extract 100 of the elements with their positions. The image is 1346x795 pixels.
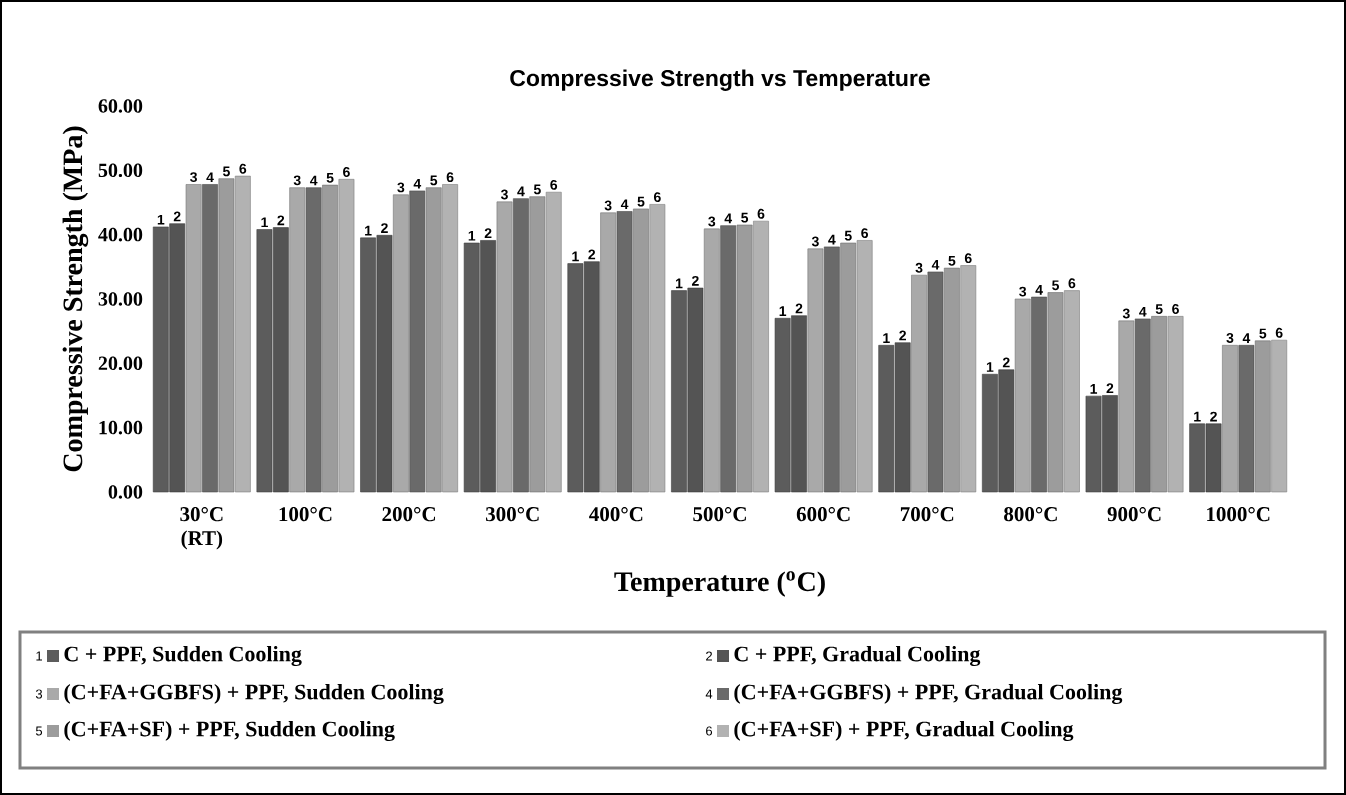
- annotation: 6: [343, 167, 350, 177]
- x-tick-label: 700°C: [900, 507, 954, 522]
- annotation: 3: [1122, 308, 1130, 319]
- annotation: 6: [239, 163, 247, 174]
- annotation: 6: [757, 208, 765, 219]
- x-tick-label: 100°C: [279, 507, 332, 522]
- annotation: 4: [309, 175, 318, 186]
- annotation: 5: [1259, 328, 1267, 339]
- annotation: 3: [500, 189, 508, 200]
- annotation: 4: [931, 259, 940, 270]
- y-tick-label: 0.00: [108, 485, 143, 499]
- annotation: 2: [277, 215, 285, 226]
- annotation: 4: [413, 178, 422, 189]
- annotation: 3: [1226, 332, 1234, 343]
- annotation: 2: [691, 275, 699, 286]
- annotation: 1: [365, 225, 372, 236]
- annotation: 2: [173, 211, 181, 222]
- annotation: 1: [779, 306, 787, 316]
- bar: [856, 240, 873, 493]
- legend-label: (C+FA+GGBFS) + PPF, Gradual Cooling: [734, 683, 1123, 705]
- annotation: 2: [588, 249, 596, 260]
- text: 6: [706, 726, 713, 736]
- annotation: 3: [1019, 286, 1027, 297]
- annotation: 5: [326, 172, 334, 183]
- annotation: 3: [397, 182, 405, 193]
- annotation: 1: [572, 251, 579, 262]
- annotation: 3: [915, 262, 923, 273]
- text: 1: [36, 651, 42, 661]
- bar: [1271, 339, 1288, 493]
- annotation: 6: [653, 192, 661, 203]
- annotation: 1: [468, 230, 476, 241]
- annotation: 5: [1155, 304, 1163, 314]
- annotation: 1: [157, 214, 165, 225]
- annotation: 4: [206, 172, 214, 183]
- x-tick-label: 600°C: [796, 507, 850, 522]
- y-tick-label: 40.00: [98, 227, 143, 242]
- x-tick-label: 1000°C: [1207, 507, 1270, 522]
- bar: [753, 220, 769, 493]
- y-tick-label: 10.00: [99, 420, 143, 435]
- text: 5: [35, 726, 43, 736]
- annotation: 2: [1002, 357, 1010, 368]
- x-tick-label: 300°C: [485, 507, 539, 522]
- annotation: 1: [986, 362, 994, 372]
- legend-label: (C+FA+SF) + PPF, Gradual Cooling: [734, 720, 1074, 742]
- annotation: 3: [811, 236, 819, 247]
- annotation: 5: [637, 196, 645, 207]
- bar: [442, 184, 458, 493]
- annotation: 1: [675, 278, 683, 289]
- annotation: 3: [708, 216, 716, 227]
- annotation: 6: [861, 228, 869, 239]
- annotation: 1: [261, 217, 268, 228]
- annotation: 4: [724, 213, 733, 224]
- annotation: 6: [550, 179, 558, 190]
- annotation: 6: [446, 172, 454, 183]
- bar: [338, 179, 355, 493]
- y-tick-label: 20.00: [98, 356, 143, 371]
- annotation: 1: [883, 333, 890, 343]
- annotation: 4: [517, 186, 525, 197]
- text: 2: [706, 651, 712, 661]
- annotation: 6: [1068, 278, 1076, 289]
- text: 4: [705, 689, 713, 699]
- annotation: 3: [190, 172, 197, 183]
- x-axis-title: Temperature ($^{o}$C): [614, 571, 825, 597]
- annotation: 2: [795, 303, 803, 314]
- x-tick-label: 200°C: [382, 507, 436, 522]
- bar: [1167, 316, 1184, 493]
- annotation: 2: [1210, 411, 1217, 422]
- bar: [960, 265, 977, 493]
- annotation: 3: [293, 175, 301, 186]
- annotation: 6: [964, 253, 972, 264]
- legend-label: C + PPF, Sudden Cooling: [64, 645, 302, 667]
- text: 3: [35, 689, 43, 699]
- annotation: 4: [620, 199, 629, 210]
- annotation: 4: [828, 234, 836, 245]
- annotation: 5: [948, 255, 956, 266]
- x-tick-label: 900°C: [1107, 507, 1161, 522]
- bar: [234, 175, 251, 493]
- annotation: 5: [1052, 280, 1060, 291]
- x-tick-label: 800°C: [1004, 507, 1057, 522]
- annotation: 4: [1035, 285, 1043, 295]
- annotation: 5: [741, 212, 749, 223]
- x-tick-label: 30°C (RT): [180, 507, 223, 550]
- annotation: 5: [222, 166, 230, 177]
- annotation: 2: [484, 228, 492, 239]
- annotation: 6: [1172, 304, 1179, 314]
- bar: [1064, 290, 1080, 493]
- bar: [649, 204, 666, 493]
- annotation: 2: [899, 330, 906, 341]
- annotation: 4: [1139, 306, 1147, 317]
- y-axis-title: Compressive Strength (MPa): [62, 126, 89, 472]
- x-tick-label: 400°C: [589, 507, 643, 522]
- annotation: 5: [430, 175, 438, 186]
- y-tick-label: 60.00: [98, 99, 143, 113]
- annotation: 1: [1194, 411, 1201, 422]
- bar: [545, 191, 562, 493]
- annotation: 2: [1106, 383, 1114, 394]
- legend-label: (C+FA+SF) + PPF, Sudden Cooling: [64, 720, 395, 742]
- y-tick-label: 30.00: [98, 292, 143, 306]
- annotation: 5: [533, 184, 541, 195]
- chart-title: Compressive Strength vs Temperature: [510, 69, 930, 91]
